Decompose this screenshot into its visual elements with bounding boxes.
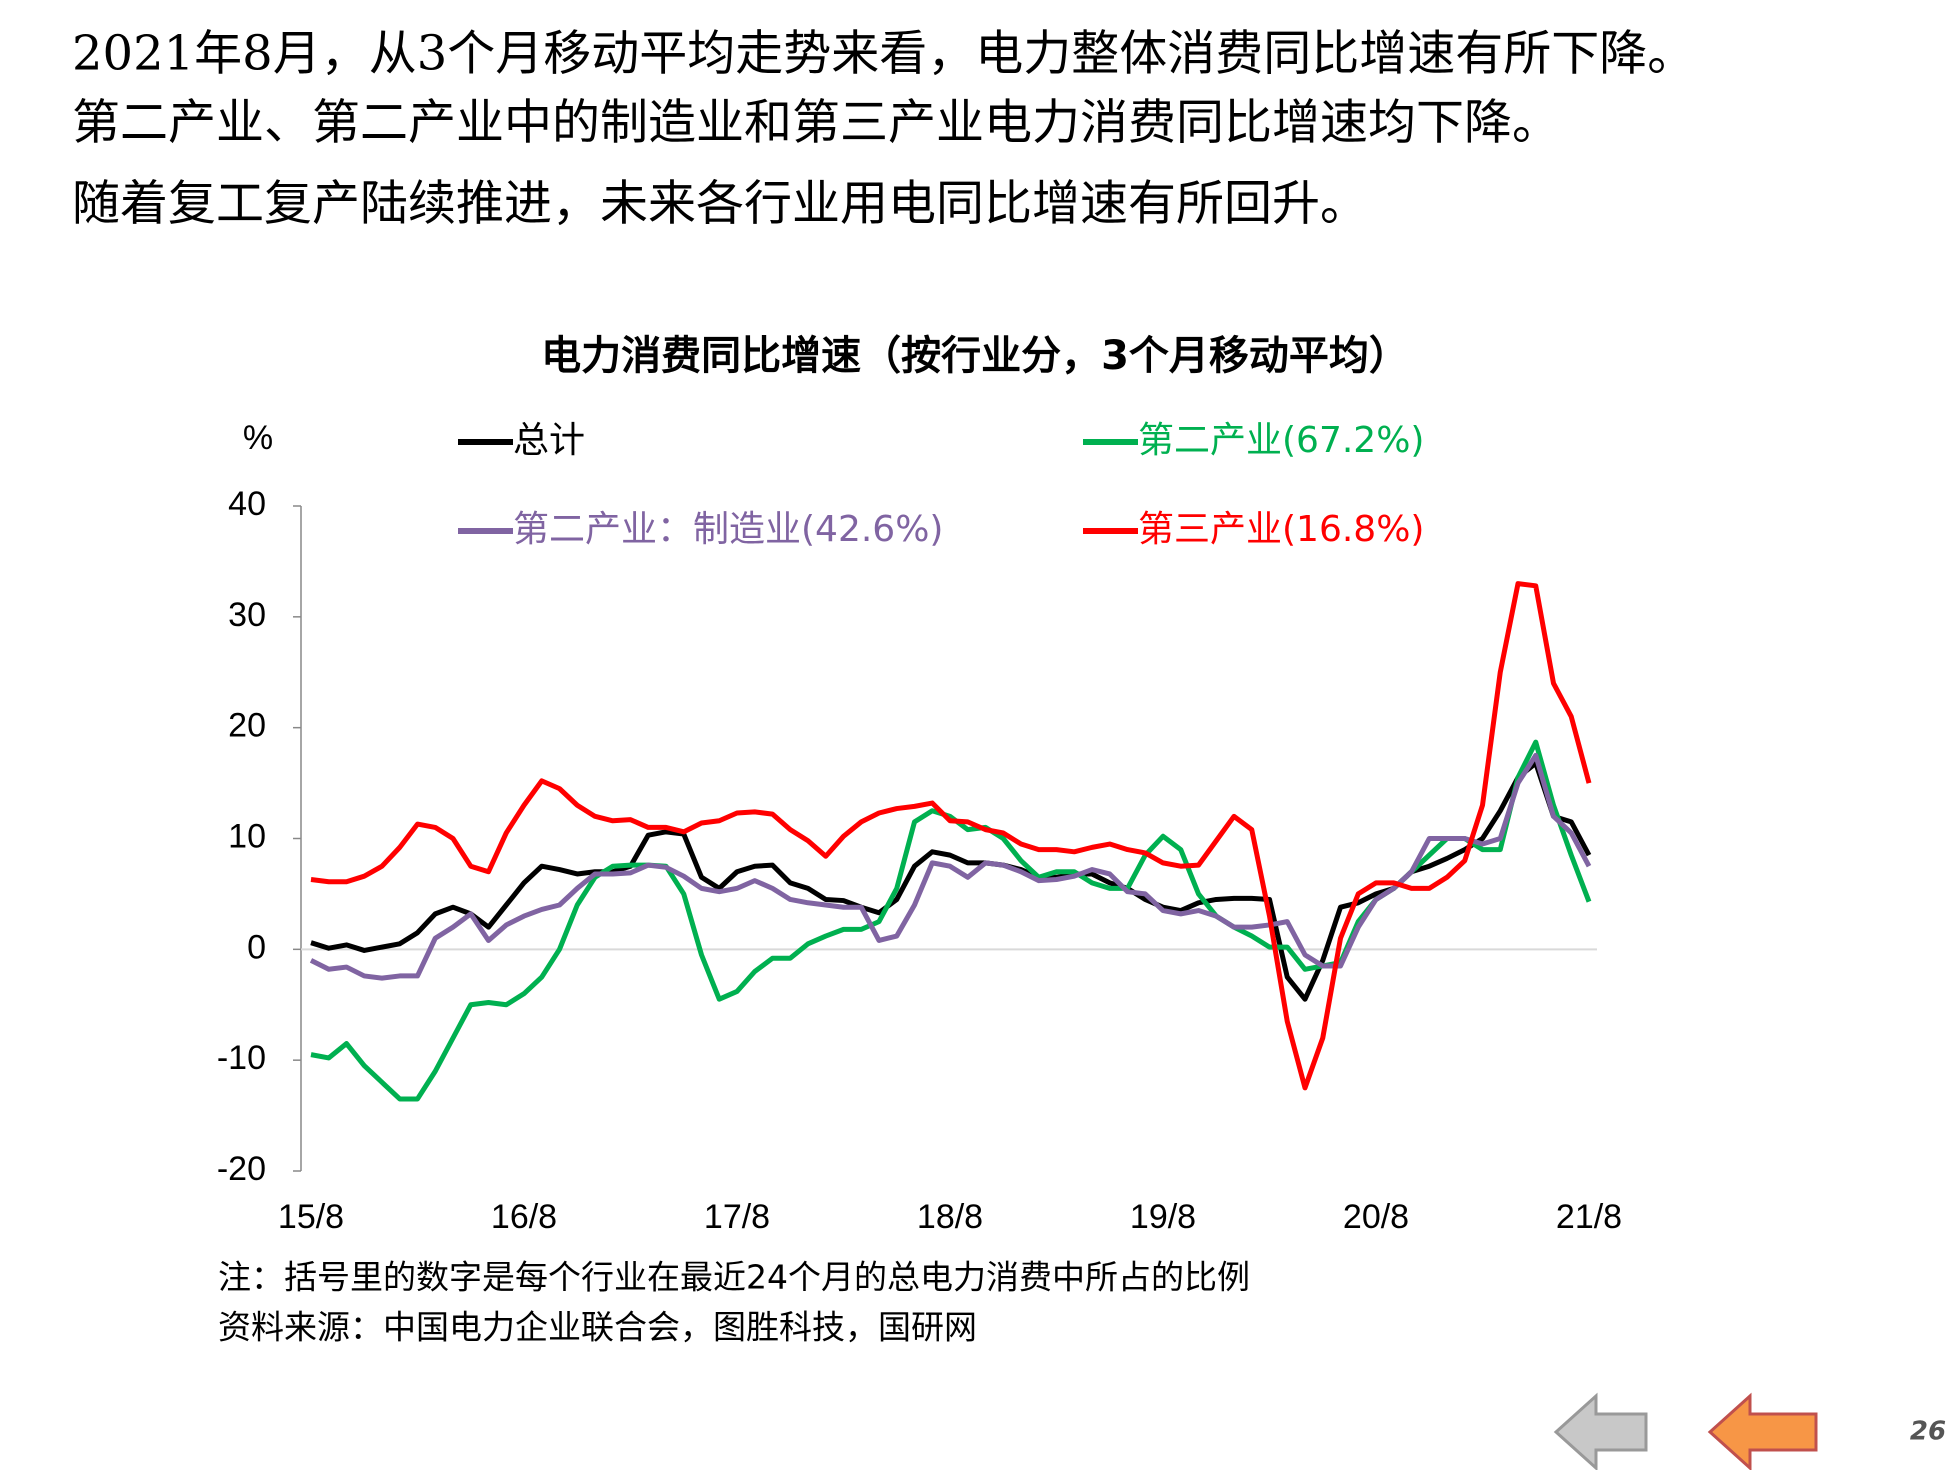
next-button[interactable] — [1707, 1392, 1818, 1472]
x-tick-label: 21/8 — [1556, 1198, 1622, 1236]
note: 资料来源：中国电力企业联合会，图胜科技，国研网 — [218, 1308, 977, 1347]
y-tick-label: 30 — [228, 596, 266, 634]
y-tick-label: -10 — [217, 1039, 266, 1077]
series-line — [310, 739, 1592, 1102]
x-tick-label: 18/8 — [917, 1198, 983, 1236]
y-tick-label: 0 — [247, 928, 266, 966]
y-tick-label: 20 — [228, 707, 266, 745]
x-tick-label: 17/8 — [704, 1198, 770, 1236]
x-tick-label: 15/8 — [278, 1198, 344, 1236]
text-line: 随着复工复产陆续推进，未来各行业用电同比增速有所回升。 — [72, 176, 1368, 232]
prev-button[interactable] — [1553, 1392, 1648, 1472]
series-line — [309, 752, 1592, 981]
text-line: 2021年8月，从3个月移动平均走势来看，电力整体消费同比增速有所下降。 — [72, 26, 1695, 82]
x-tick-label: 20/8 — [1343, 1198, 1409, 1236]
y-tick-label: 40 — [228, 485, 266, 523]
y-axis-label: % — [243, 419, 273, 457]
x-tick-label: 19/8 — [1130, 1198, 1196, 1236]
legend-label: 第二产业(67.2%) — [1138, 420, 1424, 461]
y-tick-label: -20 — [217, 1150, 266, 1188]
plot: -20 -10 0 10 20 30 40 15/8 16/8 17/8 18/8 19/8 20/8 2… — [217, 420, 1622, 1236]
x-tick-label: 16/8 — [491, 1198, 557, 1236]
legend-label: 第二产业：制造业(42.6%) — [513, 509, 943, 550]
series-line — [310, 760, 1592, 1002]
page-number: 26 — [1910, 1417, 1946, 1447]
legend-label: 总计 — [513, 420, 585, 461]
text-line: 第二产业、第二产业中的制造业和第三产业电力消费同比增速均下降。 — [72, 95, 1560, 151]
chart-title: 电力消费同比增速（按行业分，3个月移动平均） — [541, 333, 1409, 379]
legend-label: 第三产业(16.8%) — [1138, 509, 1424, 550]
note: 注：括号里的数字是每个行业在最近24个月的总电力消费中所占的比例 — [218, 1258, 1250, 1297]
y-tick-label: 10 — [228, 817, 266, 855]
series-line — [310, 581, 1592, 1091]
